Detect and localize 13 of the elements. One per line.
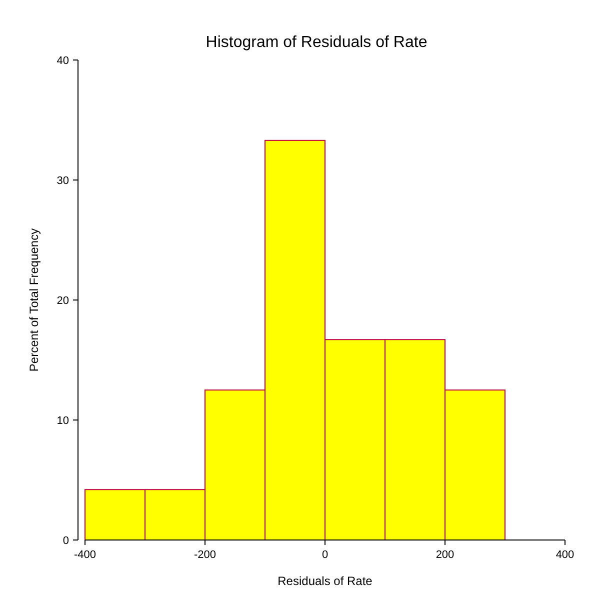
y-tick-label: 40 (56, 54, 69, 67)
y-tick-label: 0 (62, 534, 69, 547)
x-tick-label: 0 (322, 549, 328, 561)
y-tick-label: 10 (56, 414, 69, 427)
chart-title: Histogram of Residuals of Rate (206, 34, 428, 51)
y-tick-label: 20 (56, 294, 69, 307)
x-tick-label: 200 (436, 549, 454, 561)
x-axis-title: Residuals of Rate (278, 574, 373, 588)
x-tick-label: 400 (556, 549, 574, 561)
y-axis-title: Percent of Total Frequency (27, 228, 41, 372)
y-tick-label: 30 (56, 174, 69, 187)
x-tick-label: -200 (194, 549, 216, 561)
x-tick-label: -400 (74, 549, 96, 561)
